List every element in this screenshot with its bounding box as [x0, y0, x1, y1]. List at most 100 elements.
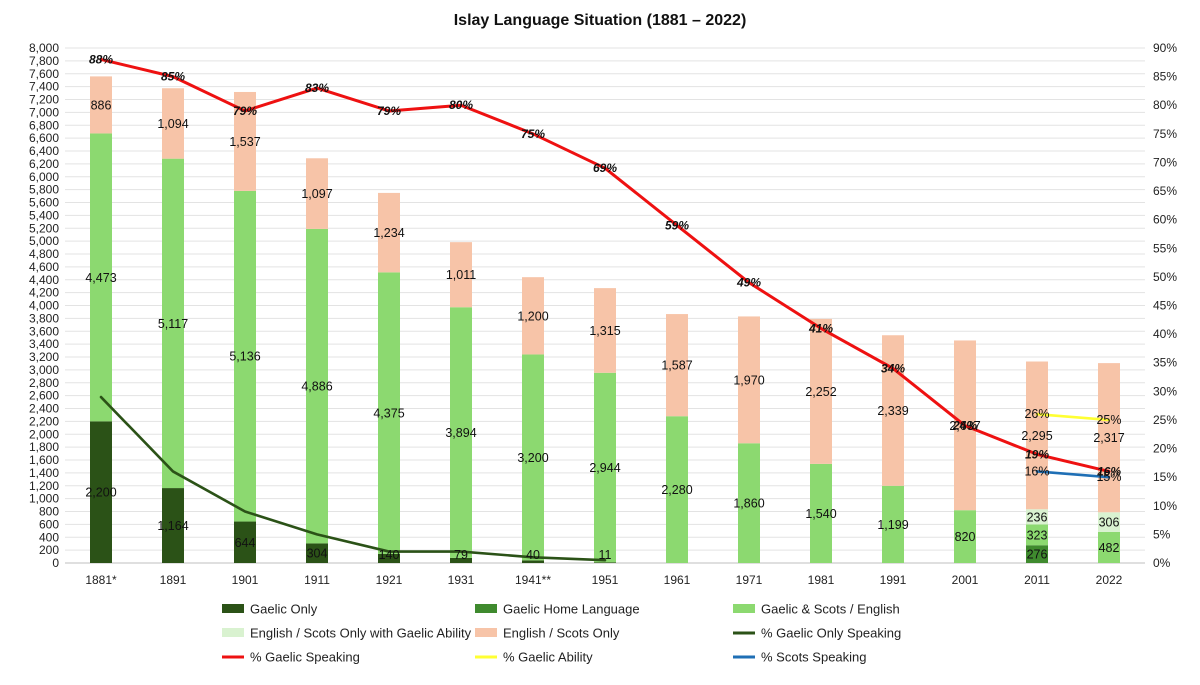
- line-point-label: 80%: [449, 98, 473, 112]
- legend-swatch: [222, 628, 244, 637]
- bar-value-label: 140: [379, 548, 400, 562]
- bar-value-label: 3,894: [445, 426, 476, 440]
- bar-value-label: 3,200: [517, 451, 548, 465]
- bar-value-label: 2,944: [589, 461, 620, 475]
- category-label: 1961: [664, 573, 691, 587]
- data-labels: 2,200 1,164 644 304 140 79 40 11 276 4,473 5,117 5,…: [85, 52, 1124, 562]
- left-tick-label: 4,000: [29, 299, 59, 313]
- right-tick-label: 65%: [1153, 184, 1177, 198]
- bar-value-label: 304: [307, 547, 328, 561]
- left-tick-label: 7,200: [29, 93, 59, 107]
- left-tick-label: 5,400: [29, 208, 59, 222]
- category-label: 1981: [808, 573, 835, 587]
- right-tick-label: 30%: [1153, 384, 1177, 398]
- bar-segment: [1026, 509, 1048, 525]
- bar-value-label: 2,295: [1021, 429, 1052, 443]
- bar-segment: [522, 354, 544, 561]
- left-tick-label: 3,800: [29, 311, 59, 325]
- bar-segment: [450, 307, 472, 558]
- left-tick-label: 3,600: [29, 324, 59, 338]
- legend-label: Gaelic & Scots / English: [761, 602, 900, 617]
- right-tick-label: 0%: [1153, 556, 1171, 570]
- left-tick-label: 400: [39, 530, 59, 544]
- left-tick-label: 600: [39, 517, 59, 531]
- bars: [90, 76, 1120, 563]
- category-label: 1951: [592, 573, 619, 587]
- left-tick-label: 3,000: [29, 363, 59, 377]
- category-label: 2001: [952, 573, 979, 587]
- bar-segment: [738, 443, 760, 563]
- bar-value-label: 4,375: [373, 407, 404, 421]
- right-tick-label: 50%: [1153, 270, 1177, 284]
- bar-value-label: 4,886: [301, 380, 332, 394]
- left-tick-label: 5,000: [29, 234, 59, 248]
- bar-value-label: 79: [454, 548, 468, 562]
- left-tick-label: 0: [52, 556, 59, 570]
- left-tick-label: 2,400: [29, 402, 59, 416]
- left-tick-label: 4,800: [29, 247, 59, 261]
- right-tick-label: 90%: [1153, 41, 1177, 55]
- right-tick-label: 40%: [1153, 327, 1177, 341]
- right-tick-label: 70%: [1153, 155, 1177, 169]
- legend-label: Gaelic Home Language: [503, 602, 640, 617]
- bar-value-label: 1,315: [589, 324, 620, 338]
- line-point-label: 59%: [665, 218, 689, 232]
- left-tick-label: 800: [39, 505, 59, 519]
- category-label: 1891: [160, 573, 187, 587]
- left-tick-label: 4,200: [29, 286, 59, 300]
- bar-value-label: 236: [1027, 510, 1048, 524]
- bar-segment: [666, 416, 688, 563]
- legend: Gaelic Only Gaelic Home Language Gaelic & …: [222, 602, 901, 665]
- bar-value-label: 2,339: [877, 404, 908, 418]
- bar-value-label: 1,234: [373, 226, 404, 240]
- legend-label: Gaelic Only: [250, 602, 318, 617]
- bar-value-label: 1,540: [805, 507, 836, 521]
- bar-value-label: 1,097: [301, 187, 332, 201]
- line-point-label: 19%: [1025, 447, 1049, 461]
- bar-segment: [234, 190, 256, 522]
- left-tick-label: 1,600: [29, 453, 59, 467]
- right-tick-label: 25%: [1153, 413, 1177, 427]
- category-label: 1941**: [515, 573, 551, 587]
- right-tick-label: 75%: [1153, 127, 1177, 141]
- line-point-label: 49%: [736, 276, 761, 290]
- legend-label: English / Scots Only: [503, 626, 620, 641]
- line-point-label: 79%: [377, 104, 401, 118]
- line-point-label: 16%: [1097, 464, 1121, 478]
- bar-segment: [1098, 363, 1120, 513]
- left-tick-label: 6,600: [29, 131, 59, 145]
- series-line: [99, 395, 607, 562]
- category-label: 1881*: [85, 573, 117, 587]
- right-tick-label: 5%: [1153, 527, 1171, 541]
- bar-segment: [90, 421, 112, 563]
- bar-value-label: 2,200: [85, 486, 116, 500]
- right-tick-label: 45%: [1153, 299, 1177, 313]
- bar-value-label: 4,473: [85, 271, 116, 285]
- left-tick-label: 2,200: [29, 414, 59, 428]
- bar-segment: [594, 288, 616, 373]
- line-point-label: 25%: [1096, 413, 1121, 427]
- line-point-label: 79%: [233, 104, 257, 118]
- bar-segment: [954, 510, 976, 563]
- left-tick-label: 1,400: [29, 466, 59, 480]
- chart-title: Islay Language Situation (1881 – 2022): [454, 12, 747, 29]
- left-tick-label: 5,200: [29, 221, 59, 235]
- bar-segment: [666, 314, 688, 417]
- bar-value-label: 1,164: [157, 519, 188, 533]
- left-tick-label: 6,200: [29, 157, 59, 171]
- right-tick-label: 10%: [1153, 499, 1177, 513]
- bar-segment: [450, 557, 472, 563]
- line-point-label: 24%: [952, 419, 977, 433]
- right-tick-label: 15%: [1153, 470, 1177, 484]
- bar-value-label: 2,252: [805, 385, 836, 399]
- line-point-label: 16%: [1024, 464, 1049, 478]
- bar-value-label: 276: [1027, 548, 1048, 562]
- bar-segment: [882, 485, 904, 563]
- right-tick-label: 35%: [1153, 356, 1177, 370]
- bar-value-label: 644: [235, 536, 256, 550]
- bar-segment: [234, 521, 256, 563]
- legend-swatch: [222, 604, 244, 613]
- line-point-label: 69%: [593, 161, 617, 175]
- bar-segment: [378, 272, 400, 554]
